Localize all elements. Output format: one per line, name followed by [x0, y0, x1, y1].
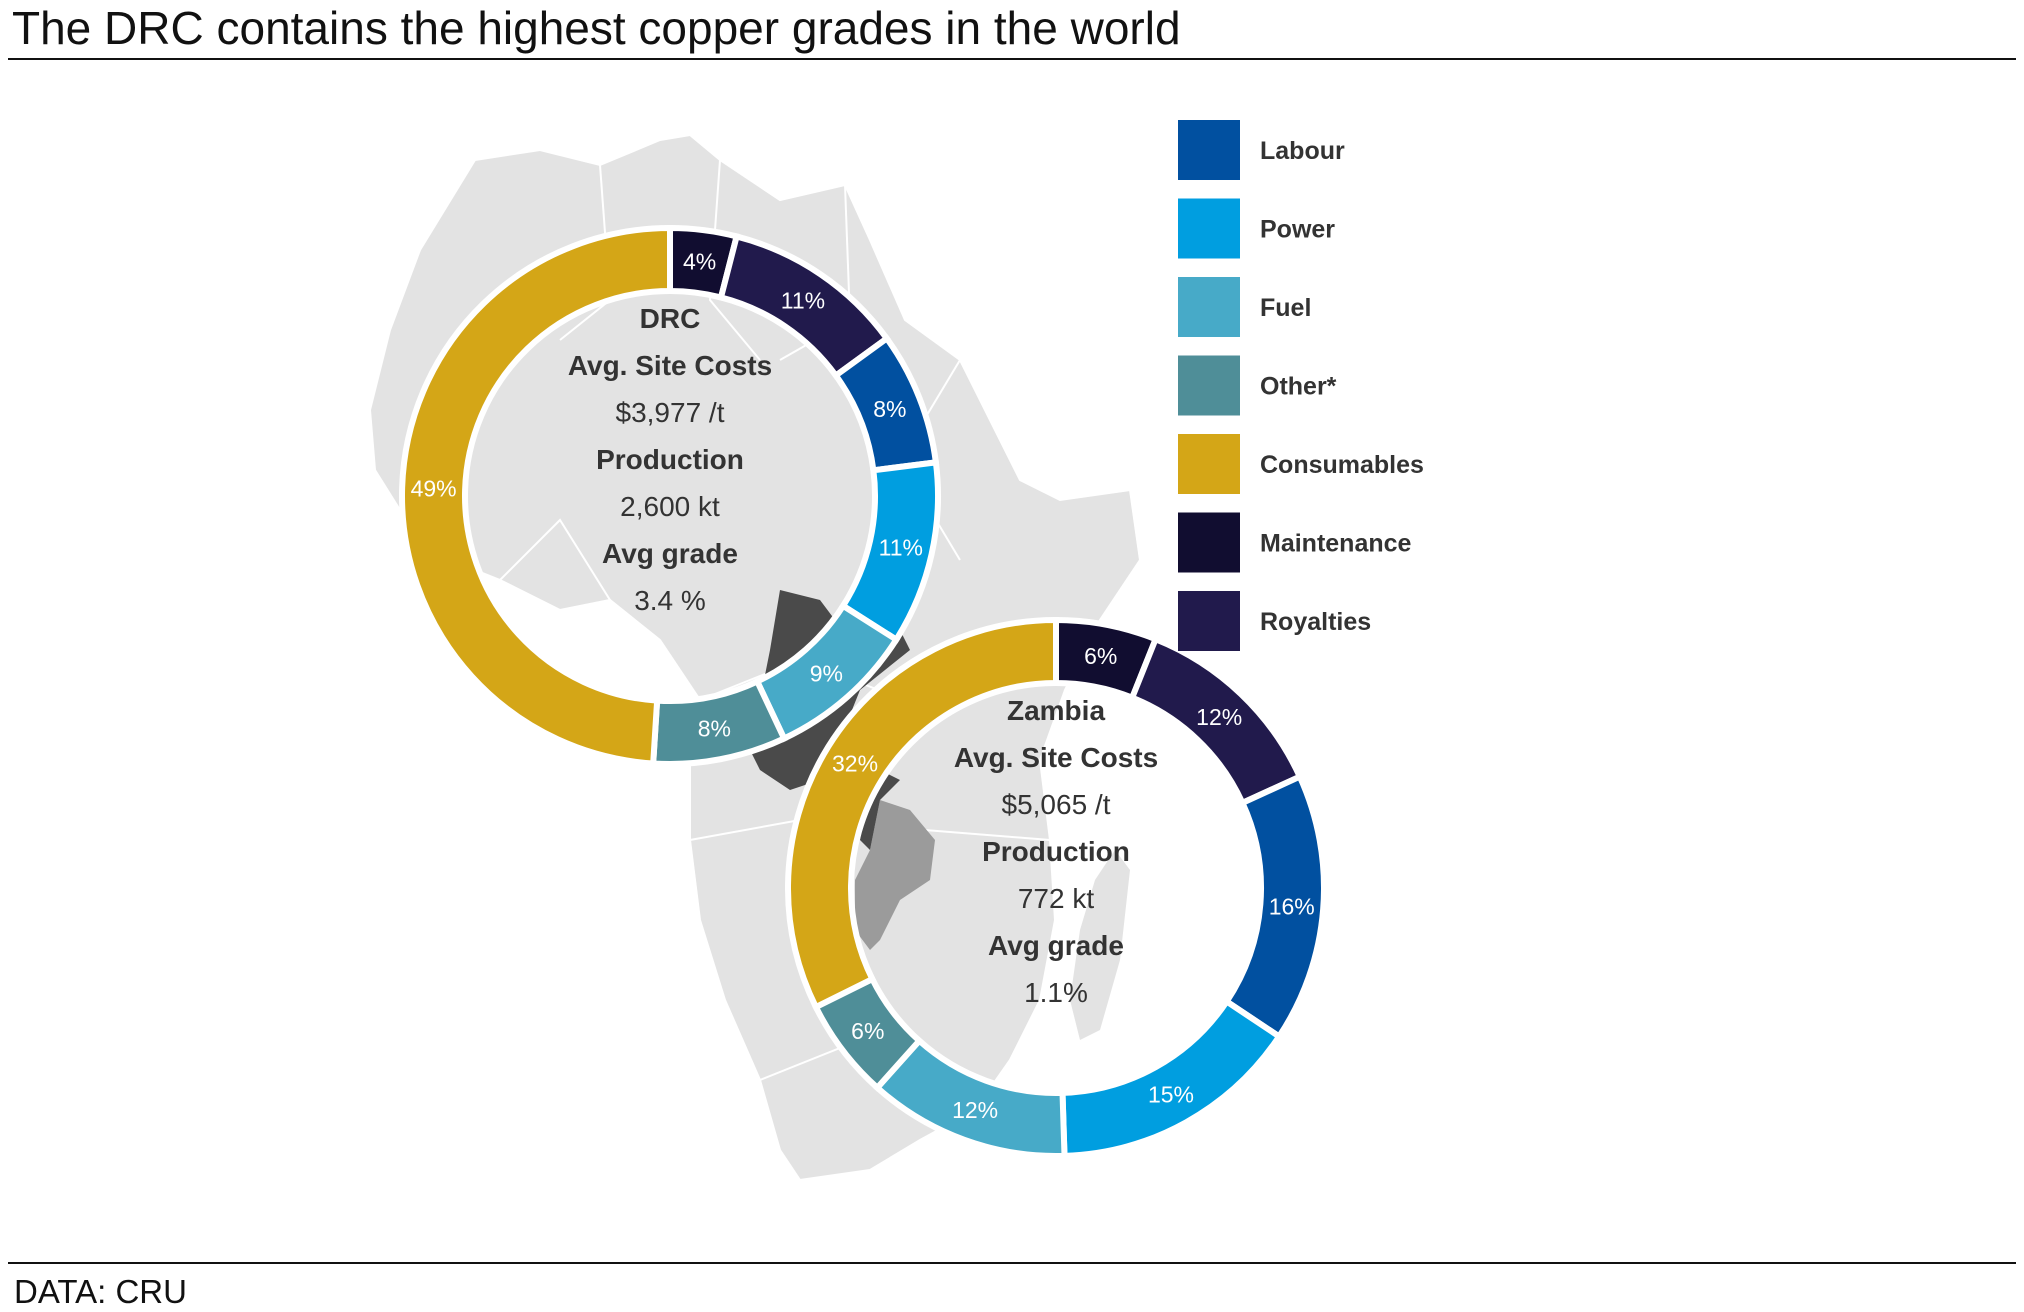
- slice-zambia-consumables: [785, 616, 1059, 1012]
- center-text-zambia-0: Zambia: [1007, 695, 1105, 726]
- slice-label-drc-labour: 8%: [873, 396, 906, 422]
- center-text-drc-2: $3,977 /t: [616, 397, 725, 428]
- legend-item-maintenance: Maintenance: [1178, 512, 1412, 573]
- legend-swatch: [1178, 434, 1240, 494]
- legend-label: Royalties: [1260, 608, 1371, 636]
- legend-label: Consumables: [1260, 451, 1424, 479]
- footer-rule: [8, 1262, 2016, 1264]
- legend-label: Fuel: [1260, 294, 1311, 322]
- slice-label-zambia-power: 15%: [1148, 1082, 1194, 1108]
- title-rule: [8, 58, 2016, 60]
- center-text-zambia-3: Production: [982, 836, 1130, 867]
- legend-item-royalties: Royalties: [1178, 591, 1371, 651]
- legend-item-other: Other*: [1178, 355, 1337, 416]
- slice-label-drc-fuel: 9%: [810, 660, 843, 686]
- legend-item-consumables: Consumables: [1178, 434, 1424, 494]
- center-text-drc-4: 2,600 kt: [620, 491, 720, 522]
- donut-rings: 4% 11% 8% 11% 9% 8% 49% DRC Avg. Site Costs $3,97…: [399, 224, 1327, 1159]
- slice-label-zambia-royalties: 12%: [1196, 704, 1242, 730]
- center-text-zambia-5: Avg grade: [988, 930, 1124, 961]
- slice-label-drc-power: 11%: [879, 535, 923, 561]
- legend-swatch: [1178, 120, 1240, 180]
- legend-swatch: [1178, 591, 1240, 651]
- center-text-zambia-6: 1.1%: [1024, 977, 1088, 1008]
- chart-title: The DRC contains the highest copper grad…: [12, 2, 1181, 54]
- legend-item-fuel: Fuel: [1178, 277, 1311, 337]
- center-text-drc-1: Avg. Site Costs: [568, 350, 772, 381]
- legend-swatch: [1178, 512, 1240, 573]
- slice-label-zambia-other: 6%: [851, 1018, 884, 1044]
- africa-landmass: [368, 133, 1142, 1182]
- slice-drc-consumables: [399, 224, 673, 767]
- zambia-highlight: [855, 800, 935, 950]
- slice-label-drc-other: 8%: [698, 715, 731, 741]
- donut-drc: 4% 11% 8% 11% 9% 8% 49% DRC Avg. Site Costs $3,97…: [399, 224, 941, 767]
- legend-item-labour: Labour: [1178, 120, 1345, 180]
- madagascar: [1070, 850, 1130, 1040]
- donut-zambia: 6% 12% 16% 15% 12% 6% 32% Zambia Avg. Site Costs…: [785, 616, 1327, 1159]
- legend-label: Other*: [1260, 373, 1337, 401]
- legend-swatch: [1178, 277, 1240, 337]
- legend: Labour Power Fuel Other* Consumables Maintena…: [1178, 120, 1424, 651]
- center-text-drc-5: Avg grade: [602, 538, 738, 569]
- legend-label: Labour: [1260, 137, 1345, 165]
- slice-label-drc-royalties: 11%: [781, 287, 825, 313]
- center-text-zambia-4: 772 kt: [1018, 883, 1094, 914]
- center-text-drc-0: DRC: [640, 303, 701, 334]
- slice-label-zambia-maintenance: 6%: [1084, 643, 1117, 669]
- slice-label-zambia-labour: 16%: [1269, 894, 1315, 920]
- legend-label: Power: [1260, 216, 1335, 244]
- center-text-drc-3: Production: [596, 444, 744, 475]
- center-text-drc-6: 3.4 %: [634, 585, 706, 616]
- slice-label-drc-maintenance: 4%: [683, 248, 716, 274]
- center-text-zambia-2: $5,065 /t: [1002, 789, 1111, 820]
- data-source: DATA: CRU: [14, 1273, 187, 1310]
- legend-swatch: [1178, 355, 1240, 416]
- slice-label-zambia-fuel: 12%: [952, 1097, 998, 1123]
- legend-label: Maintenance: [1260, 530, 1412, 558]
- slice-label-zambia-consumables: 32%: [832, 750, 878, 776]
- legend-item-power: Power: [1178, 198, 1335, 259]
- slice-label-drc-consumables: 49%: [411, 476, 457, 502]
- legend-swatch: [1178, 198, 1240, 259]
- center-text-zambia-1: Avg. Site Costs: [954, 742, 1158, 773]
